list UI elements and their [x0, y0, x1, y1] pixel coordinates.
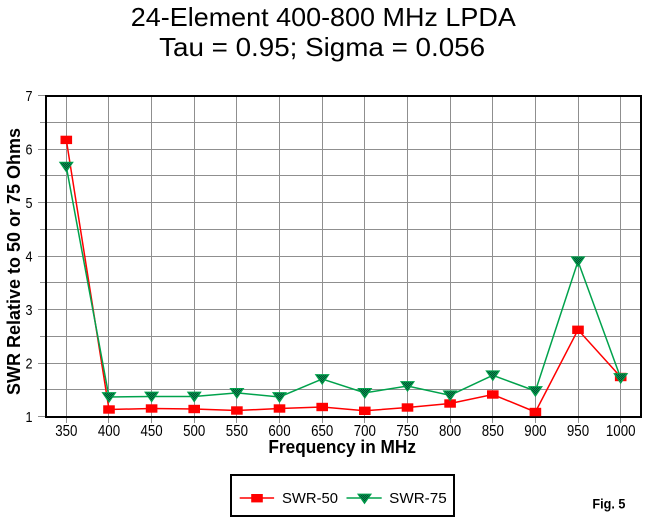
- svg-text:750: 750: [396, 423, 418, 440]
- svg-text:2: 2: [26, 355, 33, 372]
- svg-text:Fig. 5: Fig. 5: [592, 496, 625, 511]
- svg-text:Tau = 0.95; Sigma = 0.056: Tau = 0.95; Sigma = 0.056: [159, 32, 485, 62]
- svg-text:650: 650: [311, 423, 333, 440]
- svg-text:850: 850: [482, 423, 504, 440]
- svg-text:7: 7: [26, 88, 33, 105]
- svg-text:SWR Relative to 50 or 75 Ohms: SWR Relative to 50 or 75 Ohms: [4, 128, 24, 395]
- svg-text:350: 350: [55, 423, 77, 440]
- svg-text:600: 600: [268, 423, 290, 440]
- svg-text:900: 900: [524, 423, 546, 440]
- svg-text:5: 5: [26, 195, 33, 212]
- svg-text:3: 3: [26, 302, 33, 319]
- svg-text:1000: 1000: [606, 423, 636, 440]
- svg-text:4: 4: [26, 248, 33, 265]
- svg-text:Frequency in MHz: Frequency in MHz: [268, 437, 416, 457]
- svg-text:SWR-75: SWR-75: [389, 490, 447, 507]
- svg-text:800: 800: [439, 423, 461, 440]
- svg-text:400: 400: [98, 423, 120, 440]
- svg-text:SWR-50: SWR-50: [282, 490, 338, 507]
- svg-text:700: 700: [354, 423, 376, 440]
- svg-text:1: 1: [26, 409, 33, 426]
- svg-text:6: 6: [26, 141, 33, 158]
- svg-text:950: 950: [567, 423, 589, 440]
- svg-text:450: 450: [141, 423, 163, 440]
- svg-text:24-Element 400-800 MHz LPDA: 24-Element 400-800 MHz LPDA: [131, 2, 517, 32]
- svg-text:550: 550: [226, 423, 248, 440]
- svg-text:500: 500: [183, 423, 205, 440]
